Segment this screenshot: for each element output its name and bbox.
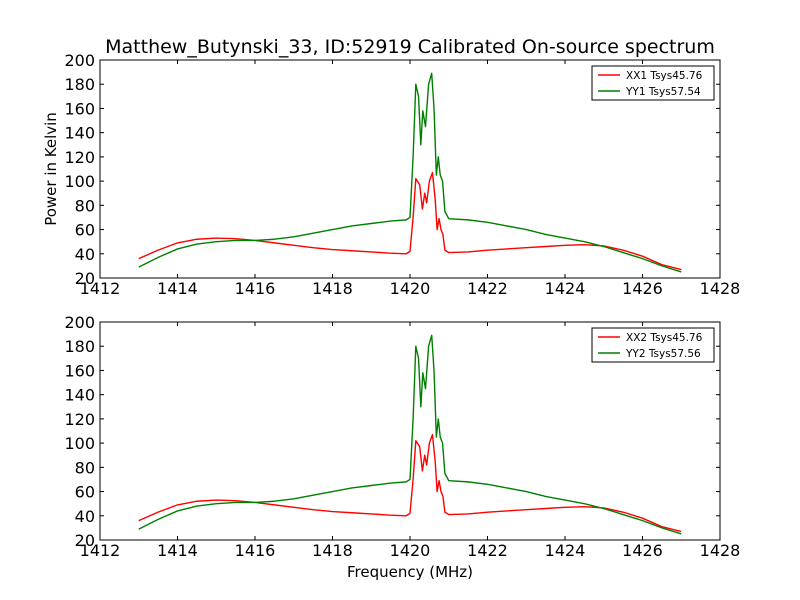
plot1-y-axis-label: Power in Kelvin xyxy=(42,112,60,226)
plot2-group: 1412 1414 1416 1418 1420 1422 1424 1426 1428 20 40… xyxy=(64,313,740,581)
plot2-legend: XX2 Tsys45.76 YY2 Tsys57.56 xyxy=(591,327,715,363)
plot2-y-tick-label: 100 xyxy=(64,434,95,453)
plot1-y-tick-label: 160 xyxy=(64,99,95,118)
plot1-x-tick-label: 1426 xyxy=(622,279,663,298)
plot1-legend: XX1 Tsys45.76 YY1 Tsys57.54 xyxy=(591,65,715,101)
plot2-y-tick-label: 160 xyxy=(64,361,95,380)
plot2-x-tick-label: 1412 xyxy=(80,541,121,560)
plot1-y-tick-label: 140 xyxy=(64,124,95,143)
plot1-x-tick-label: 1428 xyxy=(700,279,741,298)
plot1-series-line-2 xyxy=(138,72,682,273)
plot2-legend-label-2: YY2 Tsys57.56 xyxy=(625,348,701,360)
plot1-y-tick-label: 20 xyxy=(75,269,95,288)
plot2-x-tick-label: 1426 xyxy=(622,541,663,560)
plot1-y-tick-label: 40 xyxy=(75,245,95,264)
plots-container: 1412 1414 1416 1418 1420 1422 1424 1426 1428 20 40… xyxy=(42,51,740,581)
plot1-y-tick-label: 100 xyxy=(64,172,95,191)
plot2-series-line-2 xyxy=(138,334,682,535)
plot2-y-tick-label: 40 xyxy=(75,507,95,526)
plot1-x-tick-label: 1420 xyxy=(390,279,431,298)
plot2-x-tick-label: 1428 xyxy=(700,541,741,560)
plot1-legend-label-1: XX1 Tsys45.76 xyxy=(626,70,703,82)
plot1-x-tick-label: 1416 xyxy=(235,279,276,298)
plot2-y-tick-label: 180 xyxy=(64,337,95,356)
plot2-legend-label-1: XX2 Tsys45.76 xyxy=(626,332,703,344)
plot2-y-tick-label: 20 xyxy=(75,531,95,550)
plot2-x-tick-label: 1422 xyxy=(467,541,508,560)
plot1-x-tick-label: 1418 xyxy=(312,279,353,298)
plot1-x-tick-label: 1422 xyxy=(467,279,508,298)
plot2-x-tick-label: 1424 xyxy=(545,541,586,560)
plot2-y-tick-label: 120 xyxy=(64,410,95,429)
plot1-y-tick-label: 80 xyxy=(75,196,95,215)
plot2-x-tick-label: 1420 xyxy=(390,541,431,560)
plot2-x-tick-label: 1416 xyxy=(235,541,276,560)
plot1-x-tick-label: 1424 xyxy=(545,279,586,298)
plot2-y-tick-label: 200 xyxy=(64,313,95,332)
figure-title: Matthew_Butynski_33, ID:52919 Calibrated… xyxy=(105,36,715,58)
plot1-y-tick-label: 60 xyxy=(75,221,95,240)
plot1-x-tick-label: 1414 xyxy=(157,279,198,298)
plot2-y-tick-label: 80 xyxy=(75,458,95,477)
plot2-x-axis-label: Frequency (MHz) xyxy=(347,563,473,581)
plot1-legend-label-2: YY1 Tsys57.54 xyxy=(625,86,701,98)
plot1-y-tick-label: 200 xyxy=(64,51,95,70)
plot2-legend-box xyxy=(591,327,715,363)
plot2-series-line-1 xyxy=(138,433,682,533)
plot1-series-line-1 xyxy=(138,171,682,271)
plot2-y-tick-label: 140 xyxy=(64,386,95,405)
plot2-x-tick-label: 1418 xyxy=(312,541,353,560)
plot2-y-tick-label: 60 xyxy=(75,483,95,502)
plot1-group: 1412 1414 1416 1418 1420 1422 1424 1426 1428 20 40… xyxy=(42,51,740,298)
plot1-y-tick-label: 180 xyxy=(64,75,95,94)
plot1-legend-box xyxy=(591,65,715,101)
plot2-x-tick-label: 1414 xyxy=(157,541,198,560)
plot1-x-tick-label: 1412 xyxy=(80,279,121,298)
plot1-y-tick-label: 120 xyxy=(64,148,95,167)
